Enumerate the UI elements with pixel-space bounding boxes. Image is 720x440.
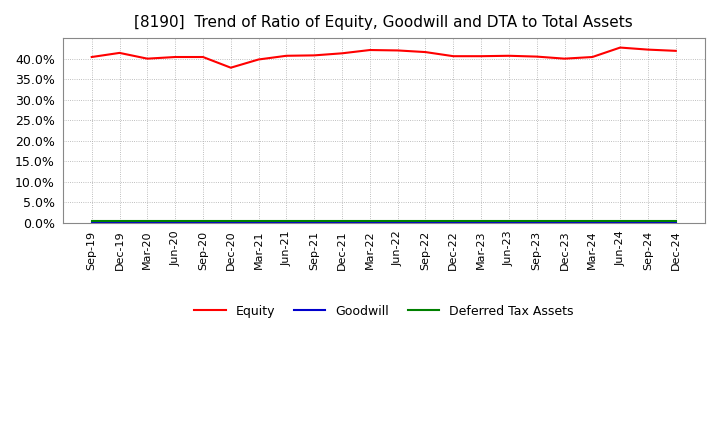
Equity [115, 50, 124, 55]
Goodwill [338, 220, 346, 226]
Goodwill [393, 220, 402, 226]
Deferred Tax Assets [171, 219, 179, 224]
Goodwill [87, 220, 96, 226]
Goodwill [254, 220, 263, 226]
Equity [227, 65, 235, 70]
Equity [87, 55, 96, 60]
Equity [449, 54, 458, 59]
Goodwill [171, 220, 179, 226]
Goodwill [477, 220, 485, 226]
Goodwill [143, 220, 152, 226]
Equity [477, 54, 485, 59]
Deferred Tax Assets [87, 219, 96, 224]
Goodwill [505, 220, 513, 226]
Deferred Tax Assets [254, 219, 263, 224]
Deferred Tax Assets [616, 219, 624, 224]
Line: Equity: Equity [91, 48, 676, 68]
Equity [310, 53, 318, 58]
Equity [366, 48, 374, 53]
Goodwill [560, 220, 569, 226]
Legend: Equity, Goodwill, Deferred Tax Assets: Equity, Goodwill, Deferred Tax Assets [189, 300, 578, 323]
Deferred Tax Assets [366, 219, 374, 224]
Equity [199, 55, 207, 60]
Deferred Tax Assets [449, 219, 458, 224]
Equity [644, 47, 652, 52]
Equity [143, 56, 152, 61]
Deferred Tax Assets [644, 219, 652, 224]
Deferred Tax Assets [227, 219, 235, 224]
Equity [421, 49, 430, 55]
Goodwill [644, 220, 652, 226]
Deferred Tax Assets [310, 219, 318, 224]
Deferred Tax Assets [421, 219, 430, 224]
Deferred Tax Assets [393, 219, 402, 224]
Goodwill [532, 220, 541, 226]
Deferred Tax Assets [115, 219, 124, 224]
Goodwill [672, 220, 680, 226]
Goodwill [227, 220, 235, 226]
Deferred Tax Assets [672, 219, 680, 224]
Deferred Tax Assets [143, 219, 152, 224]
Deferred Tax Assets [282, 219, 291, 224]
Goodwill [449, 220, 458, 226]
Deferred Tax Assets [338, 219, 346, 224]
Title: [8190]  Trend of Ratio of Equity, Goodwill and DTA to Total Assets: [8190] Trend of Ratio of Equity, Goodwil… [135, 15, 633, 30]
Deferred Tax Assets [560, 219, 569, 224]
Equity [505, 53, 513, 59]
Equity [254, 57, 263, 62]
Goodwill [588, 220, 597, 226]
Goodwill [282, 220, 291, 226]
Deferred Tax Assets [199, 219, 207, 224]
Equity [532, 54, 541, 59]
Equity [588, 55, 597, 60]
Goodwill [421, 220, 430, 226]
Goodwill [616, 220, 624, 226]
Equity [560, 56, 569, 61]
Deferred Tax Assets [588, 219, 597, 224]
Goodwill [199, 220, 207, 226]
Deferred Tax Assets [505, 219, 513, 224]
Equity [672, 48, 680, 54]
Deferred Tax Assets [532, 219, 541, 224]
Deferred Tax Assets [477, 219, 485, 224]
Goodwill [310, 220, 318, 226]
Equity [338, 51, 346, 56]
Goodwill [366, 220, 374, 226]
Equity [616, 45, 624, 50]
Equity [171, 55, 179, 60]
Equity [393, 48, 402, 53]
Goodwill [115, 220, 124, 226]
Equity [282, 53, 291, 59]
